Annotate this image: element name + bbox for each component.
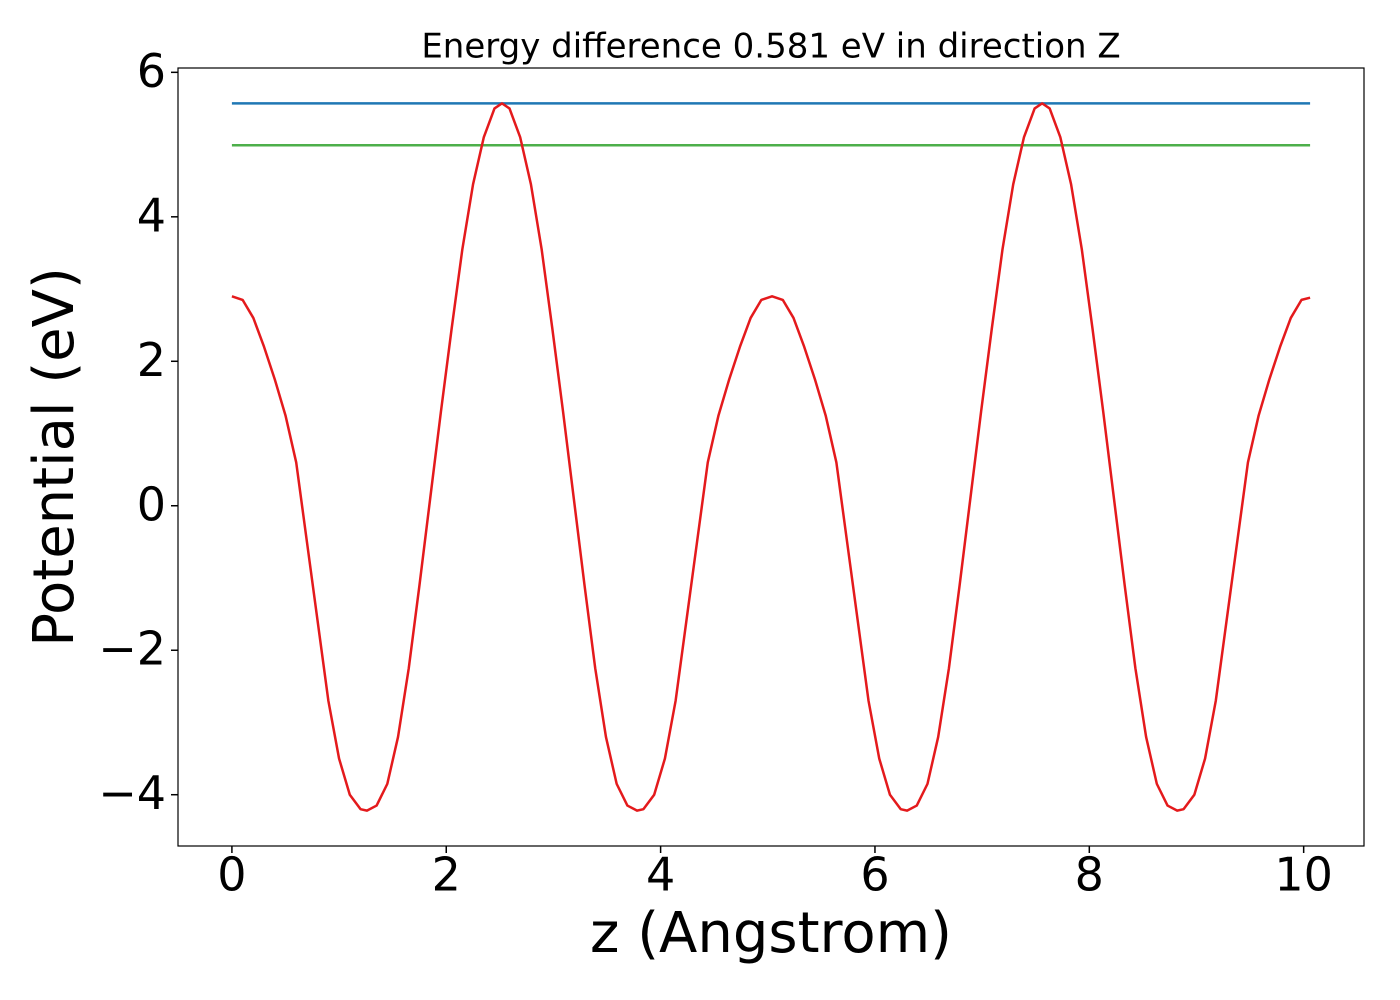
x-tick-label: 8 <box>1075 848 1104 902</box>
y-tick-label: 6 <box>137 44 166 98</box>
y-axis-label: Potential (eV) <box>22 267 87 647</box>
y-tick-label: 4 <box>137 188 166 242</box>
x-tick-label: 4 <box>646 848 675 902</box>
x-tick-label: 2 <box>432 848 461 902</box>
y-tick-label: −4 <box>98 766 166 820</box>
y-tick-label: 0 <box>137 477 166 531</box>
x-tick-label: 0 <box>217 848 246 902</box>
chart-title: Energy difference 0.581 eV in direction … <box>421 27 1120 67</box>
x-axis-label: z (Angstrom) <box>590 901 952 966</box>
series-line <box>231 102 1311 812</box>
x-tick-label: 6 <box>860 848 889 902</box>
plot-frame <box>177 67 1365 847</box>
y-tick-label: −2 <box>98 622 166 676</box>
x-tick-label: 10 <box>1274 848 1333 902</box>
y-tick-label: 2 <box>137 333 166 387</box>
